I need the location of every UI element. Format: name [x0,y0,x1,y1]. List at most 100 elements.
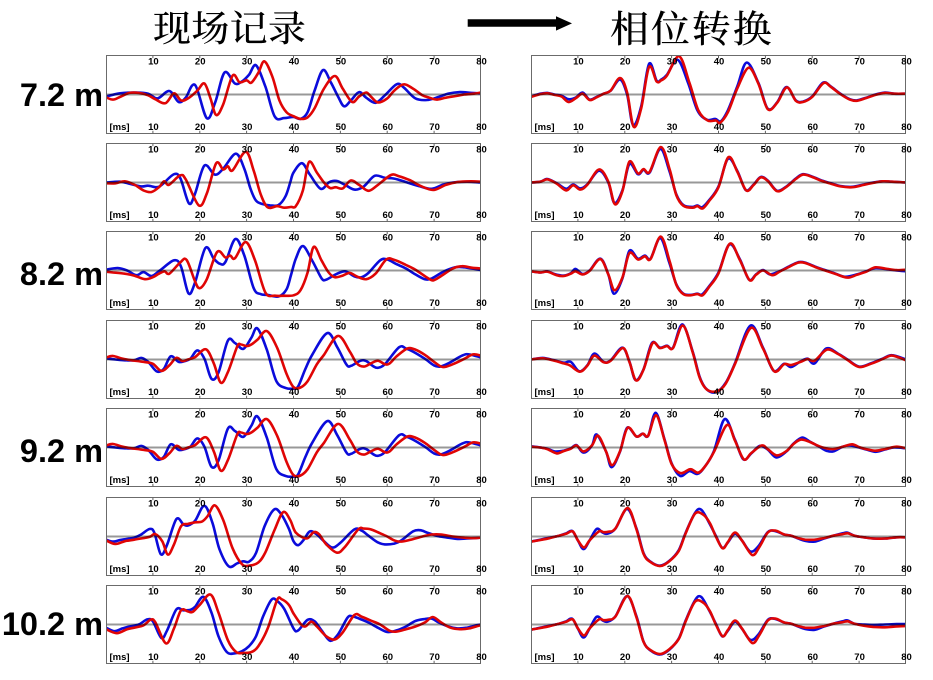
svg-text:[ms]: [ms] [110,210,130,221]
svg-text:40: 40 [714,145,725,156]
svg-text:30: 30 [667,652,678,663]
svg-text:20: 20 [195,475,206,486]
svg-text:50: 50 [761,298,772,309]
svg-text:20: 20 [620,210,631,221]
svg-text:70: 70 [429,233,440,244]
svg-text:40: 40 [714,410,725,421]
svg-text:20: 20 [620,652,631,663]
svg-text:80: 80 [476,410,487,421]
svg-text:60: 60 [383,233,394,244]
svg-text:70: 70 [429,321,440,332]
svg-text:50: 50 [336,57,347,68]
svg-text:20: 20 [620,410,631,421]
svg-text:60: 60 [383,587,394,598]
svg-text:60: 60 [808,122,819,133]
svg-text:60: 60 [808,145,819,156]
svg-text:60: 60 [383,498,394,509]
svg-text:70: 70 [855,57,866,68]
svg-text:40: 40 [289,587,300,598]
svg-text:40: 40 [714,498,725,509]
svg-text:30: 30 [667,410,678,421]
svg-text:40: 40 [714,321,725,332]
svg-text:10: 10 [574,210,585,221]
svg-text:80: 80 [902,587,913,598]
svg-text:[ms]: [ms] [110,652,130,663]
svg-text:30: 30 [242,387,253,398]
svg-text:80: 80 [902,475,913,486]
svg-text:40: 40 [714,564,725,575]
svg-text:20: 20 [620,498,631,509]
svg-text:30: 30 [667,564,678,575]
svg-text:30: 30 [242,298,253,309]
svg-text:70: 70 [855,475,866,486]
svg-text:50: 50 [761,387,772,398]
svg-text:20: 20 [620,587,631,598]
svg-text:10: 10 [574,652,585,663]
svg-text:80: 80 [476,210,487,221]
svg-text:50: 50 [336,321,347,332]
svg-text:50: 50 [336,652,347,663]
svg-text:50: 50 [336,122,347,133]
svg-text:70: 70 [429,564,440,575]
svg-text:60: 60 [808,321,819,332]
svg-text:20: 20 [195,210,206,221]
svg-text:60: 60 [808,298,819,309]
svg-text:40: 40 [289,57,300,68]
svg-text:80: 80 [902,564,913,575]
svg-text:30: 30 [667,210,678,221]
svg-text:60: 60 [808,210,819,221]
svg-text:10: 10 [574,145,585,156]
svg-text:60: 60 [383,564,394,575]
svg-text:10: 10 [574,321,585,332]
svg-text:50: 50 [336,145,347,156]
svg-text:30: 30 [667,298,678,309]
svg-text:50: 50 [761,587,772,598]
svg-text:70: 70 [429,298,440,309]
svg-text:60: 60 [383,475,394,486]
svg-text:70: 70 [855,587,866,598]
svg-text:10: 10 [574,587,585,598]
svg-text:70: 70 [429,498,440,509]
svg-text:60: 60 [383,122,394,133]
svg-text:30: 30 [242,321,253,332]
svg-text:40: 40 [289,564,300,575]
svg-text:40: 40 [714,475,725,486]
svg-text:20: 20 [195,652,206,663]
svg-text:30: 30 [242,233,253,244]
svg-text:40: 40 [289,475,300,486]
svg-text:[ms]: [ms] [535,210,555,221]
svg-text:70: 70 [429,410,440,421]
svg-text:80: 80 [476,498,487,509]
svg-text:40: 40 [289,652,300,663]
svg-text:80: 80 [902,498,913,509]
svg-text:20: 20 [195,57,206,68]
svg-text:10: 10 [148,233,159,244]
svg-text:20: 20 [195,498,206,509]
svg-text:80: 80 [902,145,913,156]
svg-text:30: 30 [667,498,678,509]
svg-text:80: 80 [476,321,487,332]
svg-text:80: 80 [902,387,913,398]
svg-text:70: 70 [429,652,440,663]
svg-text:30: 30 [242,145,253,156]
svg-text:40: 40 [289,122,300,133]
svg-text:[ms]: [ms] [535,564,555,575]
svg-text:50: 50 [761,475,772,486]
svg-text:70: 70 [855,498,866,509]
svg-text:70: 70 [855,210,866,221]
svg-text:40: 40 [714,298,725,309]
svg-text:60: 60 [808,587,819,598]
svg-text:60: 60 [808,475,819,486]
svg-text:30: 30 [242,122,253,133]
svg-text:20: 20 [620,321,631,332]
svg-text:20: 20 [195,298,206,309]
svg-text:20: 20 [195,564,206,575]
svg-text:40: 40 [714,387,725,398]
svg-text:[ms]: [ms] [110,122,130,133]
svg-text:30: 30 [667,145,678,156]
svg-text:80: 80 [476,387,487,398]
svg-text:30: 30 [242,410,253,421]
svg-text:[ms]: [ms] [110,564,130,575]
svg-text:70: 70 [429,387,440,398]
svg-text:30: 30 [242,498,253,509]
